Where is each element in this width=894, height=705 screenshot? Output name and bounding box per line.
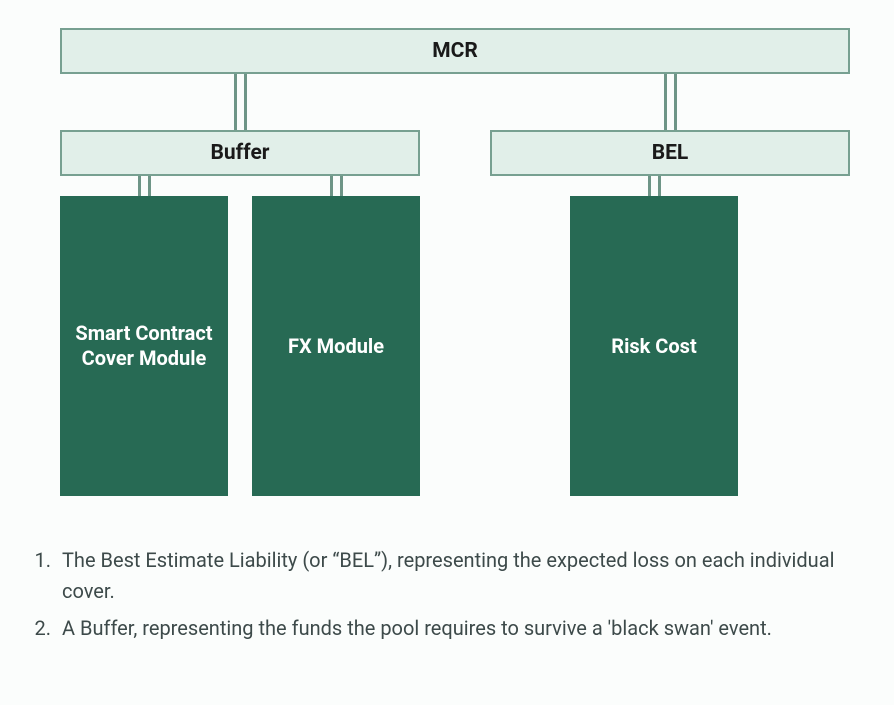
- notes-list: The Best Estimate Liability (or “BEL”), …: [28, 545, 866, 644]
- node-fx-module: FX Module: [252, 196, 420, 496]
- notes: The Best Estimate Liability (or “BEL”), …: [28, 545, 866, 650]
- node-bel-label: BEL: [652, 140, 689, 166]
- node-risk-label: Risk Cost: [611, 334, 696, 359]
- notes-item: A Buffer, representing the funds the poo…: [56, 613, 866, 644]
- node-smart-contract-cover-module: Smart Contract Cover Module: [60, 196, 228, 496]
- node-buffer: Buffer: [60, 130, 420, 176]
- node-buffer-label: Buffer: [211, 140, 270, 166]
- connector: [244, 74, 247, 130]
- node-scc-label: Smart Contract Cover Module: [74, 321, 214, 371]
- node-fx-label: FX Module: [288, 334, 384, 359]
- notes-item-text: The Best Estimate Liability (or “BEL”), …: [62, 548, 834, 603]
- connector: [648, 176, 651, 196]
- connector: [664, 74, 667, 130]
- node-mcr: MCR: [60, 28, 850, 74]
- notes-item-text: A Buffer, representing the funds the poo…: [62, 616, 772, 640]
- connector: [658, 176, 661, 196]
- connector: [148, 176, 151, 196]
- connector: [234, 74, 237, 130]
- node-mcr-label: MCR: [432, 38, 478, 64]
- node-bel: BEL: [490, 130, 850, 176]
- connector: [330, 176, 333, 196]
- node-risk-cost: Risk Cost: [570, 196, 738, 496]
- connector: [674, 74, 677, 130]
- notes-item: The Best Estimate Liability (or “BEL”), …: [56, 545, 866, 607]
- connector: [138, 176, 141, 196]
- connector: [340, 176, 343, 196]
